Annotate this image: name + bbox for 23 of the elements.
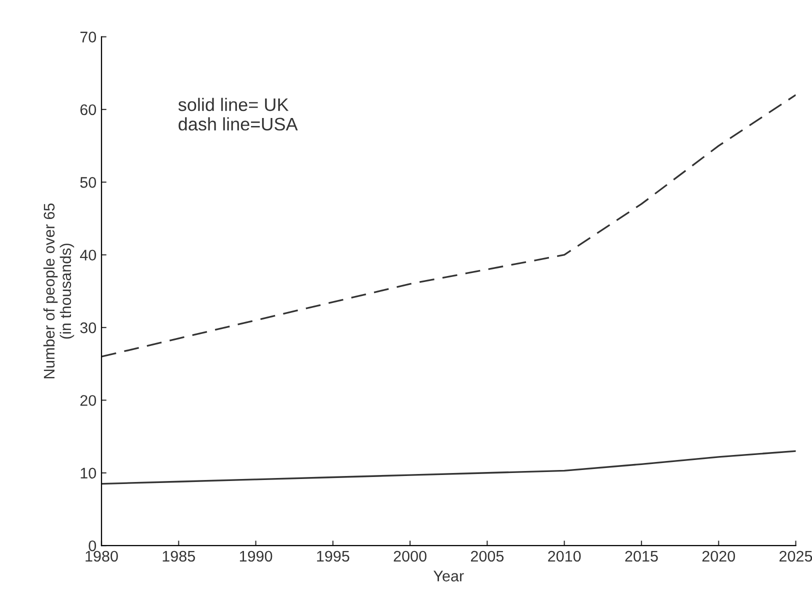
x-tick-label: 1985 <box>162 550 195 562</box>
y-tick-label: 20 <box>80 395 96 406</box>
annotation: solid line= UK dash line=USA <box>178 98 298 131</box>
x-tick-label: 1980 <box>86 550 118 562</box>
x-tick-label: 2020 <box>702 550 736 562</box>
line-series <box>102 94 796 358</box>
y-tick-label: 60 <box>80 104 96 116</box>
y-axis-title: Number of people over 65 (in thousands) <box>43 203 74 378</box>
y-tick-label: 0 <box>88 540 96 552</box>
x-tick-label: 2005 <box>470 550 504 562</box>
x-tick-label: 1995 <box>317 550 350 562</box>
x-tick-label: 1990 <box>240 550 272 562</box>
y-tick-label: 10 <box>80 468 96 479</box>
line-series <box>102 450 796 485</box>
y-tick-label: 50 <box>80 177 96 188</box>
y-tick-label: 30 <box>80 322 96 334</box>
x-tick-label: 2000 <box>394 550 426 562</box>
x-axis-title: Year <box>434 570 464 582</box>
x-tick-label: 2025 <box>780 550 812 562</box>
x-tick-label: 2010 <box>548 550 581 562</box>
y-tick-label: 40 <box>80 250 96 261</box>
x-tick-label: 2015 <box>625 550 658 562</box>
y-tick-label: 70 <box>80 32 96 42</box>
